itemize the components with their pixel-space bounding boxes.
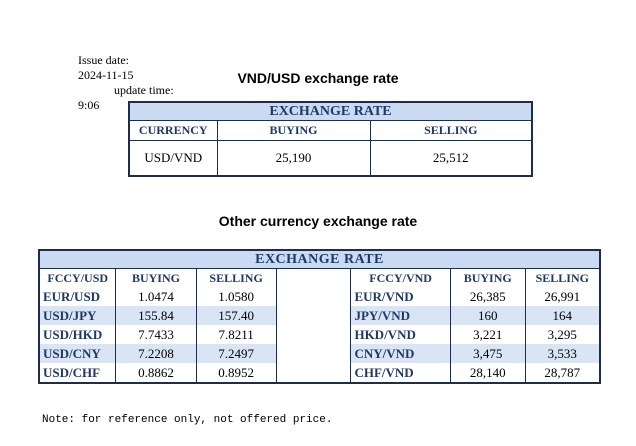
left-sell-cell: 157.40 xyxy=(196,306,277,325)
right-sell-cell: 26,991 xyxy=(525,287,601,306)
left-pair-cell: EUR/USD xyxy=(39,287,117,306)
left-buy-cell: 155.84 xyxy=(115,306,197,325)
left-sell-cell: 0.8952 xyxy=(196,363,277,383)
table-row: USD/JPY 155.84 157.40 JPY/VND 160 164 xyxy=(39,306,601,325)
table-row: EUR/USD 1.0474 1.0580 EUR/VND 26,385 26,… xyxy=(39,287,601,306)
table-row: USD/VND 25,190 25,512 xyxy=(128,140,533,177)
left-buy-cell: 1.0474 xyxy=(115,287,197,306)
column-header-currency: CURRENCY xyxy=(128,120,218,141)
exchange-rate-header: EXCHANGE RATE xyxy=(129,102,532,121)
vnd-usd-table: EXCHANGE RATE CURRENCY BUYING SELLING US… xyxy=(128,101,533,177)
vnd-usd-title: VND/USD exchange rate xyxy=(237,70,399,86)
right-sell-cell: 28,787 xyxy=(525,363,601,383)
column-header-selling: SELLING xyxy=(369,120,533,141)
update-time-value: 9:06 xyxy=(78,98,100,112)
right-pair-cell: JPY/VND xyxy=(350,306,451,325)
right-buy-cell: 3,475 xyxy=(450,344,526,363)
left-pair-cell: USD/HKD xyxy=(39,325,117,344)
right-pair-cell: CHF/VND xyxy=(350,363,451,383)
right-sell-cell: 3,295 xyxy=(525,325,601,344)
right-pair-cell: CNY/VND xyxy=(350,344,451,363)
update-time-label: update time: xyxy=(114,83,174,97)
right-buy-cell: 26,385 xyxy=(450,287,526,306)
column-header-buying: BUYING xyxy=(450,268,526,287)
right-buy-cell: 3,221 xyxy=(450,325,526,344)
column-header-fccy-usd: FCCY/USD xyxy=(39,268,117,287)
column-header-selling: SELLING xyxy=(525,268,601,287)
left-sell-cell: 7.2497 xyxy=(196,344,277,363)
left-pair-cell: USD/CNY xyxy=(39,344,117,363)
issue-line: Issue date: 2024-11-15 update time: 9:06 xyxy=(72,38,174,113)
column-header-buying: BUYING xyxy=(216,120,371,141)
left-pair-cell: USD/CHF xyxy=(39,363,117,383)
right-sell-cell: 3,533 xyxy=(525,344,601,363)
other-currency-title: Other currency exchange rate xyxy=(218,213,418,229)
selling-cell: 25,512 xyxy=(369,140,533,177)
left-sell-cell: 1.0580 xyxy=(196,287,277,306)
right-sell-cell: 164 xyxy=(525,306,601,325)
table-row: USD/HKD 7.7433 7.8211 HKD/VND 3,221 3,29… xyxy=(39,325,601,344)
left-pair-cell: USD/JPY xyxy=(39,306,117,325)
right-buy-cell: 28,140 xyxy=(450,363,526,383)
right-pair-cell: EUR/VND xyxy=(350,287,451,306)
currency-cell: USD/VND xyxy=(128,140,218,177)
column-header-selling: SELLING xyxy=(196,268,277,287)
left-buy-cell: 7.2208 xyxy=(115,344,197,363)
right-buy-cell: 160 xyxy=(450,306,526,325)
issue-date-value: 2024-11-15 xyxy=(78,68,134,82)
left-buy-cell: 0.8862 xyxy=(115,363,197,383)
buying-cell: 25,190 xyxy=(216,140,371,177)
disclaimer-note: Note: for reference only, not offered pr… xyxy=(42,414,333,426)
other-currency-table: EXCHANGE RATE FCCY/USD BUYING SELLING FC… xyxy=(38,249,601,384)
column-header-buying: BUYING xyxy=(115,268,197,287)
exchange-rate-header: EXCHANGE RATE xyxy=(39,250,600,269)
column-header-fccy-vnd: FCCY/VND xyxy=(350,268,451,287)
column-gap xyxy=(276,268,352,383)
right-pair-cell: HKD/VND xyxy=(350,325,451,344)
table-row: USD/CHF 0.8862 0.8952 CHF/VND 28,140 28,… xyxy=(39,363,601,383)
left-sell-cell: 7.8211 xyxy=(196,325,277,344)
table-row: USD/CNY 7.2208 7.2497 CNY/VND 3,475 3,53… xyxy=(39,344,601,363)
left-buy-cell: 7.7433 xyxy=(115,325,197,344)
issue-date-label: Issue date: xyxy=(78,53,129,67)
